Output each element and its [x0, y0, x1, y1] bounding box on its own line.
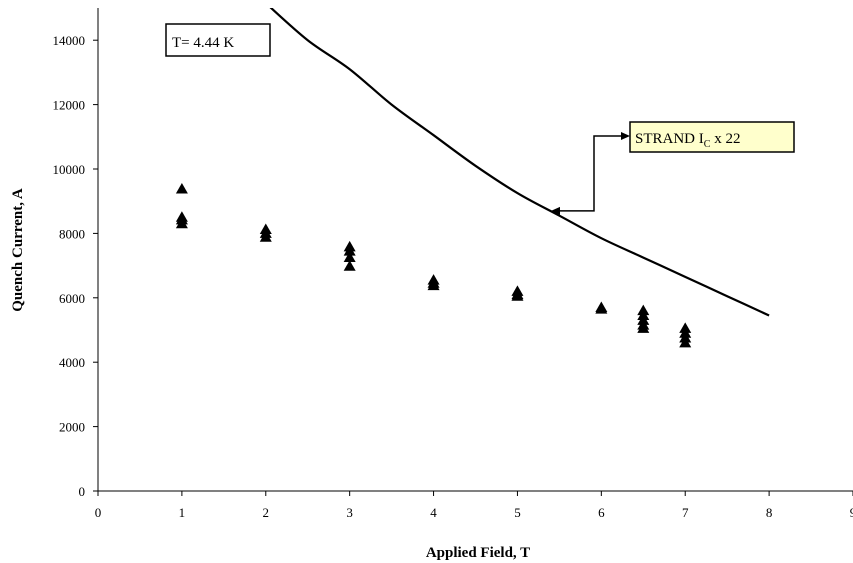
data-point [259, 231, 272, 242]
y-tick-label: 2000 [59, 420, 85, 435]
x-tick-label: 3 [346, 505, 353, 520]
data-point [343, 260, 356, 271]
temperature-box [165, 23, 271, 57]
data-point [595, 303, 608, 314]
x-tick-label: 8 [766, 505, 773, 520]
strand-label-suffix: x 22 [710, 131, 740, 147]
y-tick-label: 4000 [59, 355, 85, 370]
strand-ic-curve [269, 8, 770, 317]
x-tick-label: 6 [598, 505, 605, 520]
y-tick-label: 8000 [59, 226, 85, 241]
y-ticks: 0 2000 4000 6000 8000 10000 12000 14000 [53, 33, 98, 499]
strand-label-main: STRAND I [635, 131, 704, 147]
y-tick-label: 10000 [53, 162, 86, 177]
data-point [679, 336, 692, 348]
temperature-label: T= 4.44 K [172, 35, 234, 51]
x-tick-label: 9 [850, 505, 853, 520]
data-point [343, 251, 356, 263]
x-axis-title: Applied Field, T [426, 545, 530, 561]
strand-arrowhead-curve [551, 206, 560, 215]
strand-label-subscript: C [704, 139, 711, 150]
data-point [427, 279, 440, 291]
strand-arrowhead-box [621, 132, 630, 140]
data-point [175, 182, 188, 194]
strand-box [629, 121, 795, 153]
y-axis-title: Quench Current, A [10, 188, 26, 312]
x-tick-label: 7 [682, 505, 689, 520]
x-tick-label: 0 [95, 505, 102, 520]
axes: 0 1 2 3 4 5 6 7 8 9 0 2000 4000 6000 8000 10000 12000 14… [53, 8, 853, 520]
y-tick-label: 6000 [59, 291, 85, 306]
x-tick-label: 1 [179, 505, 186, 520]
strand-label: STRAND IC x 22 [635, 131, 740, 150]
y-tick-label: 12000 [53, 98, 86, 113]
y-tick-label: 0 [79, 484, 86, 499]
data-point [343, 245, 356, 256]
data-points [175, 182, 692, 348]
x-tick-label: 2 [263, 505, 270, 520]
data-point [637, 322, 650, 333]
x-tick-label: 5 [514, 505, 521, 520]
y-tick-label: 14000 [53, 33, 86, 48]
data-point [511, 290, 524, 301]
x-ticks: 0 1 2 3 4 5 6 7 8 9 [95, 491, 853, 520]
data-point [175, 217, 188, 229]
x-tick-label: 4 [430, 505, 437, 520]
strand-arrow [559, 135, 622, 212]
